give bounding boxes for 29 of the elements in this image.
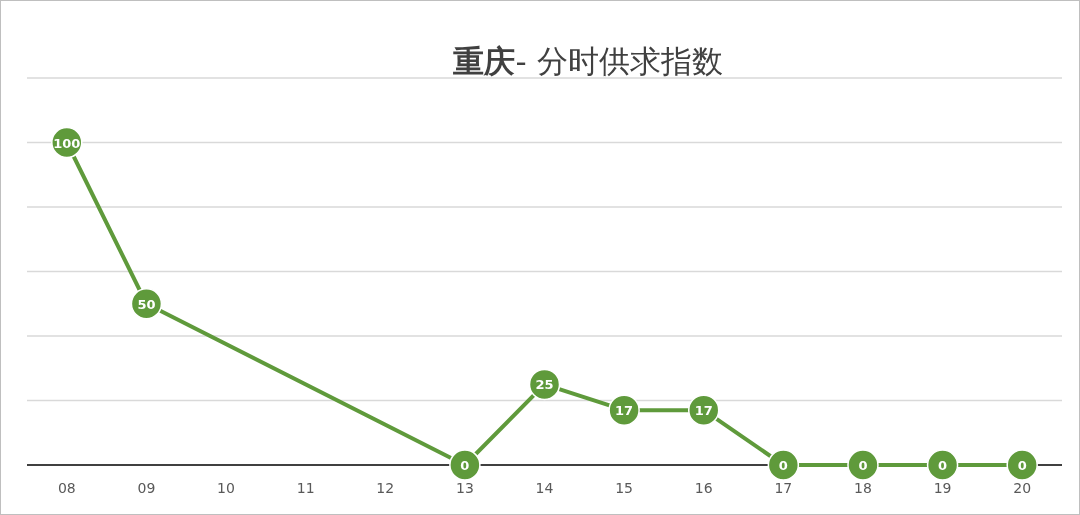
x-tick-label: 18 — [854, 480, 872, 496]
x-tick-label: 08 — [57, 480, 76, 496]
point — [767, 449, 800, 481]
data-label: 100 — [53, 135, 81, 151]
point — [449, 449, 481, 481]
chart-title: 重庆- 分时供求指数 — [453, 43, 723, 79]
point — [1006, 449, 1038, 481]
x-tick-label: 09 — [137, 480, 156, 496]
x-tick-label: 17 — [774, 480, 793, 496]
data-label: 17 — [694, 403, 713, 419]
x-tick-label: 15 — [615, 480, 634, 496]
point — [847, 449, 879, 481]
x-tick-label: 14 — [535, 480, 554, 496]
x-tick-label: 10 — [217, 480, 235, 496]
x-tick-label: 16 — [694, 480, 713, 496]
data-label: 25 — [535, 377, 554, 393]
x-tick-label: 12 — [376, 480, 395, 496]
data-label: 17 — [615, 403, 634, 419]
data-label: 0 — [460, 458, 470, 473]
point — [926, 449, 959, 481]
data-label: 0 — [938, 458, 948, 473]
x-tick-label: 20 — [1013, 480, 1032, 496]
data-label: 0 — [778, 458, 788, 473]
data-label: 0 — [858, 458, 868, 473]
data-label: 0 — [1017, 458, 1027, 473]
x-tick-label: 13 — [455, 480, 474, 496]
x-tick-label: 11 — [296, 480, 315, 496]
data-label: 50 — [137, 296, 156, 312]
x-tick-label: 19 — [933, 480, 952, 496]
